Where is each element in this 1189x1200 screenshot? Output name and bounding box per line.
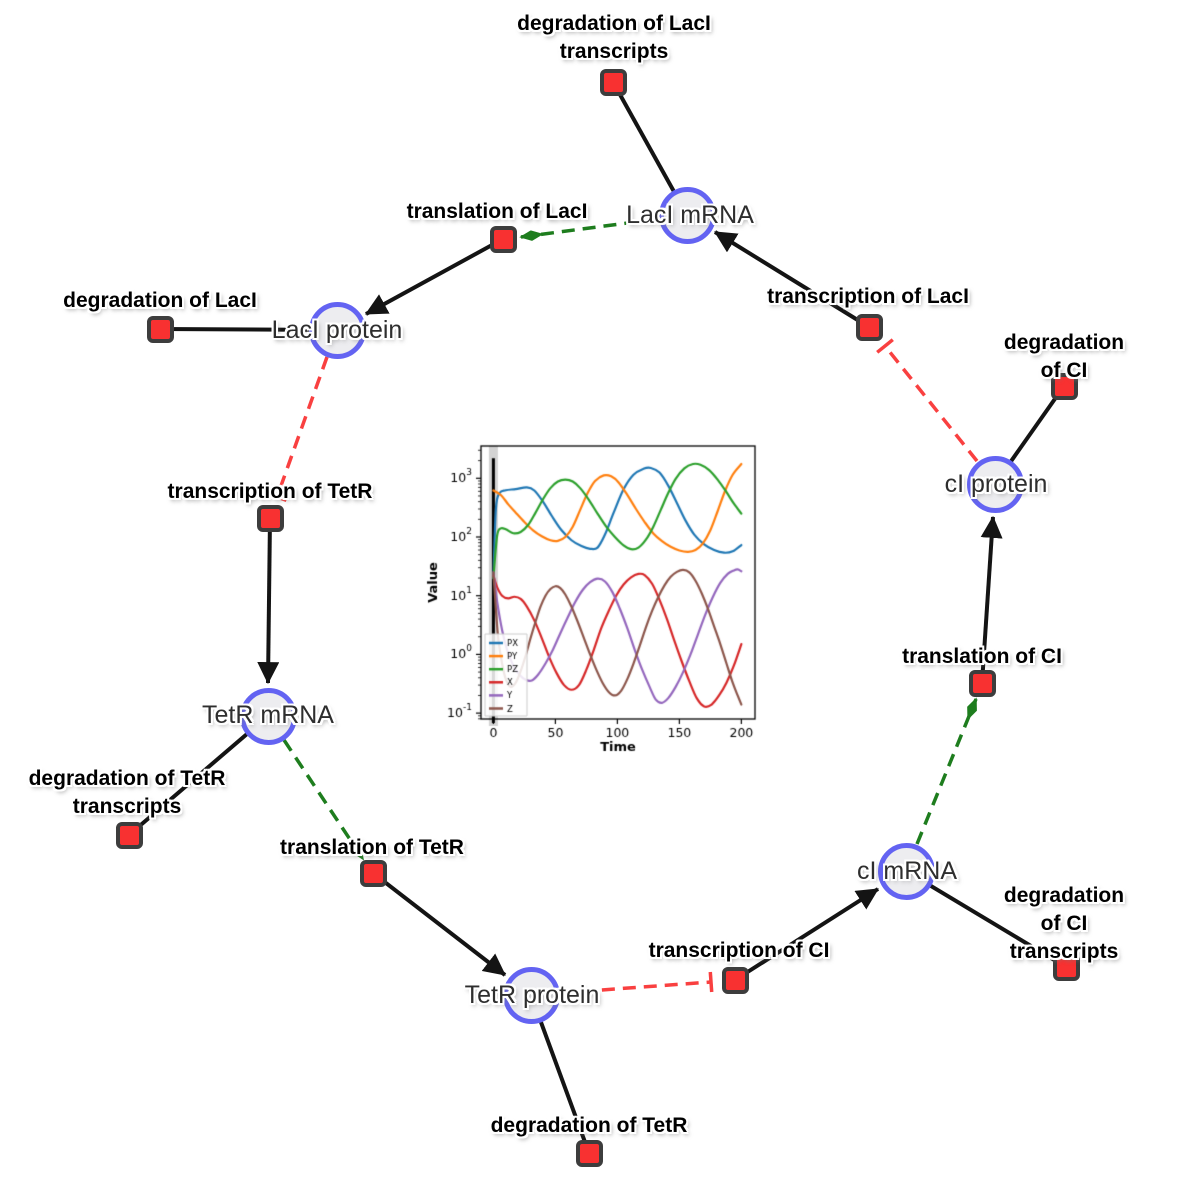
reaction-label-degradation-of-ci: degradation of CI: [1003, 331, 1125, 382]
species-label-ci-mrna: cI mRNA: [857, 857, 957, 885]
edge-tetr-mrna-to-degradation-of-tetr-transcripts: [127, 714, 270, 837]
species-node-ci-mrna[interactable]: [877, 842, 935, 900]
species-label-tetr-mrna: TetR mRNA: [202, 701, 334, 729]
edge-translation-of-ci-to-ci-protein: [980, 515, 1003, 684]
reaction-node-degradation-of-tetr-transcripts[interactable]: [115, 821, 143, 849]
edge-translation-of-tetr-to-tetr-protein: [371, 871, 507, 977]
reaction-label-transcription-of-ci: transcription of CI: [648, 939, 830, 962]
reaction-node-degradation-of-laci-transcripts[interactable]: [599, 68, 627, 96]
reaction-label-translation-of-laci: translation of LacI: [406, 200, 588, 223]
edge-ci-mrna-modifier-translation-of-ci: [915, 697, 978, 845]
species-node-laci-protein[interactable]: [308, 301, 366, 359]
edge-laci-mrna-modifier-translation-of-laci: [519, 217, 659, 241]
species-node-tetr-protein[interactable]: [502, 966, 560, 1024]
reaction-label-transcription-of-tetr: transcription of TetR: [167, 480, 373, 503]
edge-translation-of-laci-to-laci-protein: [365, 237, 504, 316]
species-node-laci-mrna[interactable]: [658, 186, 716, 244]
reaction-label-degradation-of-laci: degradation of LacI: [63, 289, 257, 312]
reaction-node-translation-of-tetr[interactable]: [359, 859, 387, 887]
reaction-node-degradation-of-ci[interactable]: [1050, 372, 1078, 400]
reaction-node-transcription-of-laci[interactable]: [855, 313, 883, 341]
inhibition-tbar-transcription-of-ci: [708, 971, 714, 993]
reaction-label-degradation-of-tetr: degradation of TetR: [490, 1114, 688, 1137]
reaction-label-transcription-of-laci: transcription of LacI: [767, 285, 969, 308]
species-label-laci-protein: LacI protein: [271, 316, 403, 344]
reaction-node-degradation-of-ci-transcripts[interactable]: [1052, 953, 1080, 981]
reaction-node-degradation-of-tetr[interactable]: [575, 1139, 603, 1167]
species-node-tetr-mrna[interactable]: [239, 687, 297, 745]
inhibition-tbar-transcription-of-tetr: [267, 491, 287, 503]
simulation-timecourse-plot: [425, 428, 785, 773]
reaction-node-transcription-of-ci[interactable]: [721, 966, 749, 994]
edge-laci-protein-to-degradation-of-laci: [159, 327, 338, 332]
edge-transcription-of-ci-to-ci-mrna: [733, 887, 880, 982]
edge-ci-protein-inhibits-transcription-of-laci: [883, 344, 979, 463]
edge-ci-mrna-to-degradation-of-ci-transcripts: [904, 869, 1068, 969]
reaction-node-degradation-of-laci[interactable]: [146, 315, 174, 343]
reaction-node-transcription-of-tetr[interactable]: [256, 504, 284, 532]
reaction-label-translation-of-ci: translation of CI: [902, 645, 1062, 668]
edge-tetr-mrna-modifier-translation-of-tetr: [282, 739, 365, 861]
edge-tetr-protein-inhibits-transcription-of-ci: [559, 980, 712, 995]
inhibition-tbar-transcription-of-laci: [876, 338, 894, 354]
reaction-label-degradation-of-laci-transcripts: degradation of LacI transcripts: [517, 12, 711, 63]
reaction-label-translation-of-tetr: translation of TetR: [280, 836, 464, 859]
reaction-node-translation-of-ci[interactable]: [968, 669, 996, 697]
edge-transcription-of-laci-to-laci-mrna: [713, 230, 871, 329]
edge-transcription-of-tetr-to-tetr-mrna: [257, 517, 280, 685]
edge-laci-protein-inhibits-transcription-of-tetr: [275, 356, 329, 498]
species-label-ci-protein: cI protein: [944, 470, 1048, 498]
reaction-label-degradation-of-tetr-transcripts: degradation of TetR transcripts: [28, 767, 226, 818]
reaction-label-degradation-of-ci-transcripts: degradation of CI transcripts: [1003, 884, 1125, 963]
species-node-ci-protein[interactable]: [966, 455, 1024, 513]
species-label-laci-mrna: LacI mRNA: [626, 201, 754, 229]
reaction-node-translation-of-laci[interactable]: [489, 225, 517, 253]
species-label-tetr-protein: TetR protein: [464, 981, 600, 1009]
